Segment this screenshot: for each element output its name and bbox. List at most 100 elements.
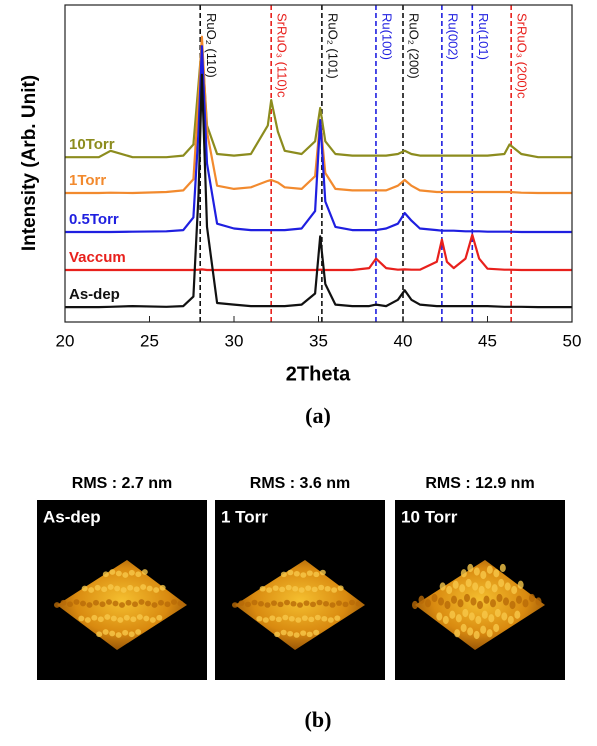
afm-grain (88, 587, 94, 593)
afm-grain (330, 602, 336, 608)
afm-grain (54, 602, 60, 608)
x-tick-label: 30 (225, 331, 244, 350)
afm-grain (472, 582, 478, 590)
afm-grain (61, 600, 67, 606)
afm-grain (425, 599, 431, 607)
afm-grain (67, 601, 73, 607)
reference-label: RuO₂ (200) (407, 13, 422, 79)
afm-grain (331, 587, 337, 593)
afm-grain (276, 617, 282, 623)
afm-grain (171, 599, 177, 605)
afm-grain (284, 600, 290, 606)
afm-grain (178, 601, 184, 607)
x-tick-label: 25 (140, 331, 159, 350)
afm-grain (91, 615, 97, 621)
afm-grain (307, 632, 313, 638)
afm-grain (135, 629, 141, 635)
panel-title: RMS : 3.6 nm (250, 475, 350, 492)
afm-grain (492, 584, 498, 592)
afm-grain (294, 632, 300, 638)
afm-grain (108, 584, 114, 590)
afm-grain (287, 631, 293, 637)
legend-label: 10Torr (69, 136, 115, 153)
afm-grain (475, 616, 481, 624)
afm-grain (96, 631, 102, 637)
afm-grain (536, 597, 542, 605)
afm-grain (258, 601, 264, 607)
afm-grain (471, 597, 477, 605)
afm-grain (466, 579, 472, 587)
afm-grain (294, 571, 300, 577)
afm-grain (343, 602, 349, 608)
afm-grain (109, 631, 115, 637)
afm-grain (449, 611, 455, 619)
panel-label: As-dep (43, 507, 101, 526)
afm-grain (129, 631, 135, 637)
caption: (a) (305, 403, 331, 428)
afm-grain (286, 585, 292, 591)
afm-grain (467, 627, 473, 635)
afm-grain (323, 601, 329, 607)
afm-grain (109, 569, 115, 575)
afm-grain (474, 631, 480, 639)
afm-grain (312, 587, 318, 593)
reference-label: Ru(101) (476, 13, 491, 60)
afm-grain (160, 585, 166, 591)
x-axis-label: 2Theta (286, 363, 351, 385)
afm-grain (134, 586, 140, 592)
afm-grain (119, 602, 125, 608)
x-tick-label: 40 (394, 331, 413, 350)
afm-grain (142, 569, 148, 575)
afm-grain (488, 614, 494, 622)
afm-grain (479, 586, 485, 594)
afm-grain (461, 569, 467, 577)
afm-grain (80, 601, 86, 607)
x-tick-label: 50 (563, 331, 582, 350)
afm-grain (477, 601, 483, 609)
afm-grain (308, 617, 314, 623)
afm-grain (126, 600, 132, 606)
afm-grain (451, 596, 457, 604)
afm-grain (523, 599, 529, 607)
afm-grain (469, 612, 475, 620)
afm-grain (349, 600, 355, 606)
afm-grain (440, 582, 446, 590)
afm-grain (295, 617, 301, 623)
afm-grain (320, 570, 326, 576)
afm-grain (462, 609, 468, 617)
afm-grain (297, 602, 303, 608)
reference-label: Ru(100) (380, 13, 395, 60)
afm-grain (318, 585, 324, 591)
afm-grain (114, 586, 120, 592)
reference-label: SrRuO₃ (110)c (275, 13, 290, 98)
afm-grain (122, 572, 128, 578)
panel-label: 10 Torr (401, 507, 458, 526)
afm-grain (464, 594, 470, 602)
afm-grain (501, 612, 507, 620)
panel-title: RMS : 2.7 nm (72, 475, 172, 492)
afm-grain (445, 601, 451, 609)
afm-grain (165, 601, 171, 607)
afm-grain (503, 597, 509, 605)
afm-grain (456, 614, 462, 622)
afm-grain (485, 581, 491, 589)
afm-grain (130, 616, 136, 622)
afm-grain (129, 570, 135, 576)
afm-grain (269, 615, 275, 621)
afm-grain (508, 616, 514, 624)
afm-grain (291, 601, 297, 607)
afm-grain (273, 585, 279, 591)
afm-grain (459, 584, 465, 592)
afm-grain (511, 586, 517, 594)
afm-grain (106, 599, 112, 605)
afm-grain (317, 600, 323, 606)
afm-grain (467, 564, 473, 572)
afm-grain (239, 600, 245, 606)
reference-label: RuO₂ (110) (204, 13, 219, 78)
afm-grain (338, 585, 344, 591)
afm-grain (150, 617, 156, 623)
afm-grain (302, 615, 308, 621)
afm-grain (281, 572, 287, 578)
afm-grain (113, 601, 119, 607)
series-line (65, 46, 572, 232)
